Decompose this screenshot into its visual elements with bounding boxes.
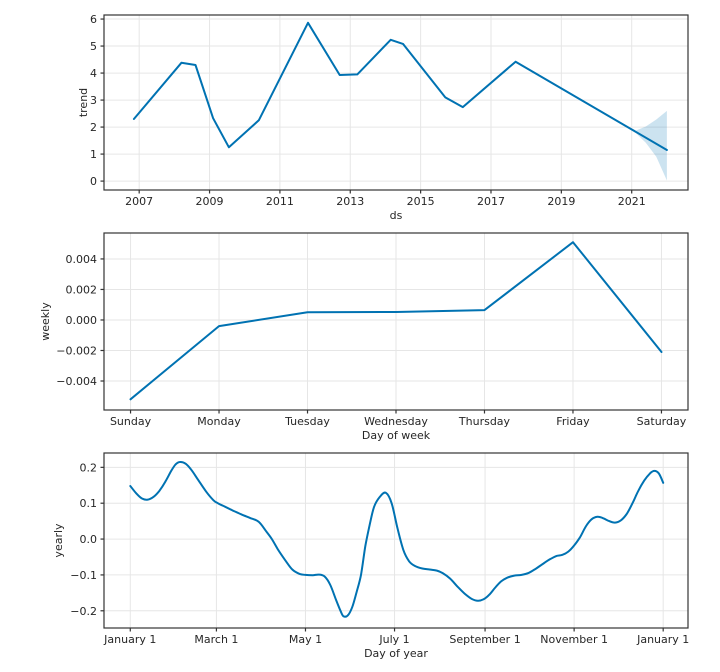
y-tick-label: 6 <box>90 13 97 26</box>
x-tick-label: 2011 <box>266 195 294 208</box>
y-tick-label: −0.004 <box>56 375 97 388</box>
x-tick-label: Saturday <box>637 415 687 428</box>
x-tick-label: November 1 <box>540 633 608 646</box>
y-tick-label: 0.1 <box>80 497 98 510</box>
y-tick-label: 4 <box>90 67 97 80</box>
y-tick-label: −0.1 <box>70 569 97 582</box>
y-axis-label: trend <box>77 88 90 117</box>
x-tick-label: September 1 <box>449 633 520 646</box>
x-tick-label: Sunday <box>110 415 152 428</box>
x-tick-label: January 1 <box>636 633 689 646</box>
yearly-line <box>129 460 665 618</box>
y-tick-label: 2 <box>90 121 97 134</box>
x-tick-label: 2017 <box>477 195 505 208</box>
y-tick-label: 0 <box>90 175 97 188</box>
x-axis-label: ds <box>390 209 403 222</box>
x-tick-label: Friday <box>556 415 590 428</box>
uncertainty-band <box>635 110 667 181</box>
x-tick-label: Tuesday <box>284 415 330 428</box>
x-tick-label: 2009 <box>196 195 224 208</box>
y-tick-label: 5 <box>90 40 97 53</box>
y-tick-label: −0.2 <box>70 605 97 618</box>
x-tick-label: Wednesday <box>364 415 428 428</box>
x-tick-label: July 1 <box>378 633 409 646</box>
y-tick-label: 3 <box>90 94 97 107</box>
y-tick-label: 0.004 <box>66 253 98 266</box>
x-tick-label: 2021 <box>618 195 646 208</box>
y-tick-label: −0.002 <box>56 344 97 357</box>
axes-frame <box>103 452 689 629</box>
yearly-chart: January 1 March 1 May 1 July 1 September 1 No… <box>52 452 689 660</box>
trend-line <box>132 21 668 151</box>
weekly-chart: Sunday Monday Tuesday Wednesday Thursday Frid… <box>39 232 689 442</box>
x-tick-label: Monday <box>197 415 241 428</box>
x-tick-label: January 1 <box>103 633 156 646</box>
y-tick-label: 1 <box>90 148 97 161</box>
y-tick-label: 0.2 <box>80 461 98 474</box>
weekly-line <box>129 241 663 401</box>
x-tick-label: 2015 <box>407 195 435 208</box>
axes-frame <box>103 14 689 191</box>
x-tick-label: May 1 <box>289 633 322 646</box>
x-axis-label: Day of year <box>364 647 428 660</box>
x-tick-label: 2007 <box>125 195 153 208</box>
y-tick-label: 0.0 <box>80 533 98 546</box>
x-tick-label: Thursday <box>458 415 511 428</box>
x-axis-label: Day of week <box>362 429 431 442</box>
y-tick-label: 0.000 <box>66 314 98 327</box>
x-tick-label: 2013 <box>336 195 364 208</box>
x-tick-label: 2019 <box>547 195 575 208</box>
y-axis-label: yearly <box>52 523 65 558</box>
trend-chart: 2007 2009 2011 2013 2015 2017 2019 2021 0 1 2 3 4 5 6 d… <box>77 13 689 222</box>
x-tick-label: March 1 <box>194 633 238 646</box>
y-axis-label: weekly <box>39 302 52 341</box>
y-tick-label: 0.002 <box>66 283 98 296</box>
